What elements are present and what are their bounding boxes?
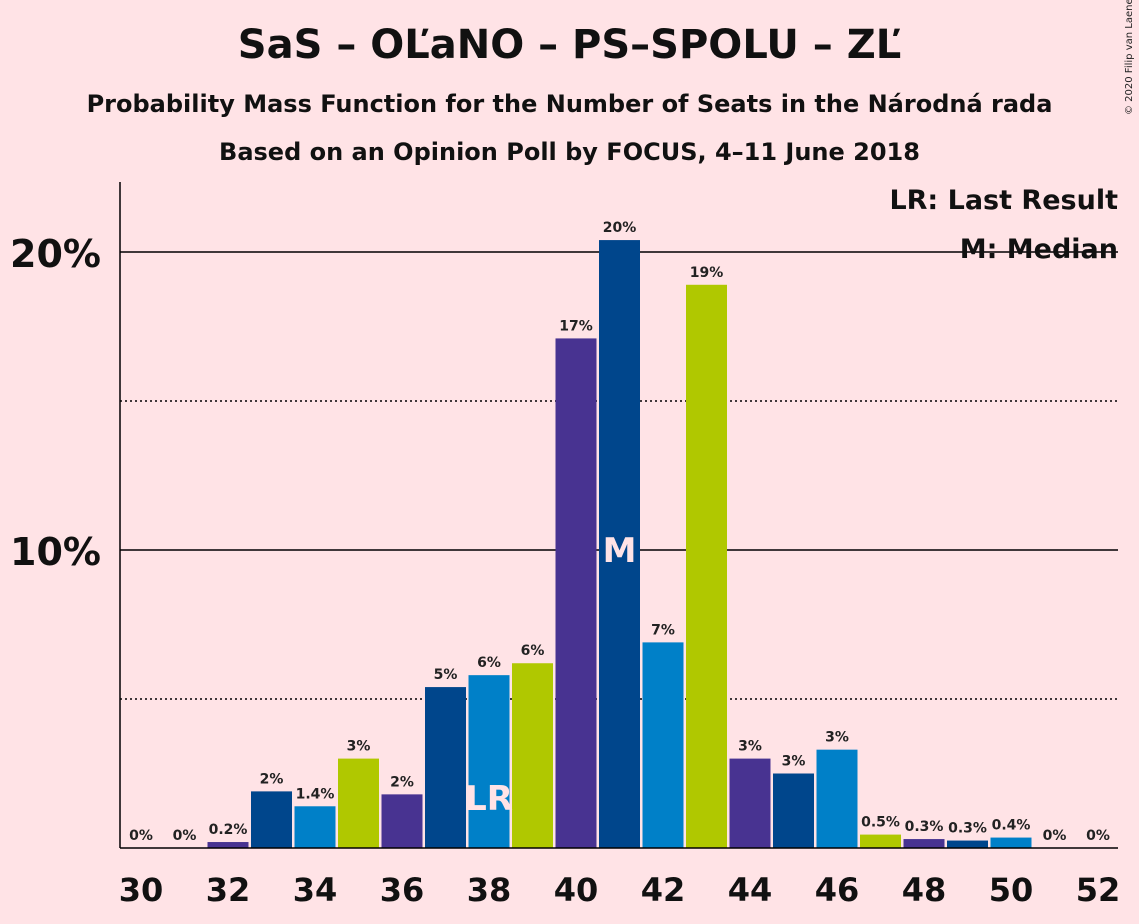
bar-value-label: 3% — [738, 739, 762, 755]
x-tick-label: 50 — [989, 871, 1034, 909]
bar-value-label: 0% — [1086, 828, 1110, 844]
bar-value-label: 2% — [390, 774, 414, 790]
x-tick-label: 32 — [206, 871, 251, 909]
legend-median: M: Median — [960, 234, 1118, 265]
bar-seats-42 — [642, 642, 684, 848]
bar-seats-44 — [729, 758, 771, 848]
bar-value-label: 0% — [129, 828, 153, 844]
bar-value-label: 0.3% — [948, 821, 987, 837]
bar-value-label: 20% — [603, 220, 637, 236]
bar-seats-43 — [686, 284, 727, 848]
bar-value-label: 0.3% — [905, 819, 944, 835]
x-tick-label: 46 — [815, 871, 860, 909]
bar-seats-45 — [773, 773, 814, 848]
bar-value-label: 6% — [477, 655, 501, 671]
bar-value-label: 17% — [559, 318, 593, 334]
x-tick-label: 40 — [554, 871, 599, 909]
bar-seats-48 — [903, 839, 945, 848]
x-tick-label: 42 — [641, 871, 686, 909]
bar-seats-39 — [512, 663, 553, 848]
bar-seats-38 — [468, 675, 510, 848]
bar-value-label: 5% — [434, 667, 458, 683]
bar-value-label: 7% — [651, 622, 675, 638]
bar-value-label: 3% — [825, 730, 849, 746]
bar-value-label: 0% — [1043, 828, 1067, 844]
y-tick-label: 10% — [10, 530, 101, 574]
y-tick-label: 20% — [10, 232, 101, 276]
bar-seats-46 — [816, 749, 858, 848]
bar-value-label: 19% — [690, 265, 724, 281]
legend-last-result: LR: Last Result — [889, 185, 1118, 216]
x-tick-label: 30 — [119, 871, 164, 909]
chart-title: SaS – OĽaNO – PS–SPOLU – ZĽ — [237, 22, 902, 68]
x-tick-label: 48 — [902, 871, 947, 909]
x-tick-label: 36 — [380, 871, 425, 909]
bar-seats-35 — [338, 758, 379, 848]
bar-value-label: 3% — [782, 754, 806, 770]
bar-value-label: 2% — [260, 771, 284, 787]
bar-value-label: 0.4% — [992, 818, 1031, 834]
median-marker: M — [603, 531, 637, 571]
bar-value-label: 3% — [347, 739, 371, 755]
bar-seats-50 — [990, 837, 1032, 848]
bar-value-label: 0.2% — [209, 822, 248, 838]
bar-seats-33 — [251, 791, 292, 848]
x-tick-label: 52 — [1076, 871, 1121, 909]
bar-seats-47 — [860, 834, 901, 848]
bar-seats-37 — [425, 687, 466, 848]
x-tick-label: 34 — [293, 871, 338, 909]
chart-subtitle: Probability Mass Function for the Number… — [86, 90, 1053, 118]
bar-seats-40 — [555, 338, 597, 848]
bar-seats-41 — [599, 240, 640, 848]
bar-value-label: 1.4% — [296, 786, 335, 802]
chart-subtitle-source: Based on an Opinion Poll by FOCUS, 4–11 … — [219, 138, 920, 166]
bar-value-label: 0% — [173, 828, 197, 844]
bar-seats-49 — [947, 840, 988, 848]
bar-seats-36 — [381, 794, 423, 848]
bar-seats-34 — [294, 806, 336, 848]
bar-value-label: 6% — [521, 643, 545, 659]
last-result-marker: LR — [465, 779, 513, 819]
x-tick-label: 44 — [728, 871, 773, 909]
bar-value-label: 0.5% — [861, 815, 900, 831]
bar-seats-32 — [207, 842, 249, 848]
x-tick-label: 38 — [467, 871, 512, 909]
